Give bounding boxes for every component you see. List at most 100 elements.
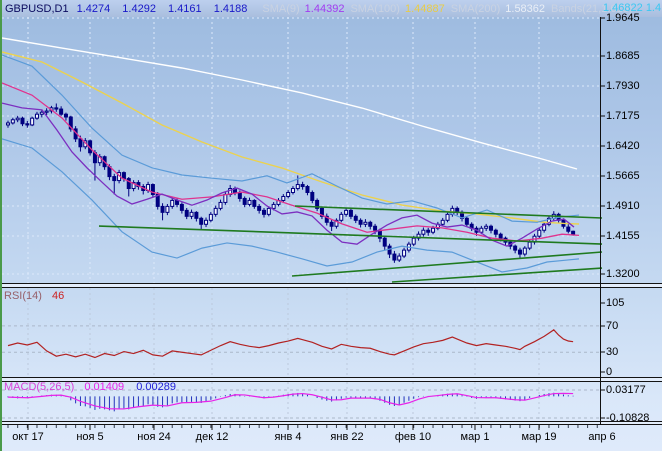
candle-body — [484, 225, 489, 229]
date-axis-label: ноя 24 — [137, 431, 171, 443]
candle-body — [208, 213, 213, 221]
candle-body — [377, 229, 382, 239]
candle-body — [566, 226, 571, 232]
macd-pane[interactable] — [2, 382, 599, 421]
candle-body — [440, 219, 445, 225]
candle-body — [517, 249, 522, 255]
candle-body — [344, 209, 349, 215]
price-axis-label: 1.5665 — [606, 170, 640, 182]
candle-body — [513, 245, 518, 251]
candle-body — [54, 107, 59, 110]
candle-body — [310, 191, 315, 201]
candle-body — [25, 123, 30, 126]
candle-body — [353, 215, 358, 221]
candle-body — [426, 229, 431, 233]
date-axis-label: окт 17 — [12, 431, 44, 443]
indicator-name: Bands(21,1.618) — [551, 2, 633, 15]
macd-legend: MACD(5,26,5) 0.01409 0.00289 — [4, 381, 176, 393]
rsi-value: 46 — [51, 290, 65, 302]
date-axis-label: мар 1 — [460, 431, 490, 443]
sma200-line — [2, 37, 578, 170]
candle-body — [160, 205, 165, 213]
candle-body — [184, 209, 189, 217]
price-axis-label: 1.4910 — [606, 200, 640, 212]
date-axis-label: мар 19 — [521, 431, 557, 443]
rsi-legend: RSI(14) 46 — [4, 290, 64, 302]
candle-body — [30, 117, 35, 126]
symbol-period-label: GBPUSD,D1 — [5, 2, 69, 15]
rsi-axis-label: 70 — [606, 320, 619, 332]
macd-axis-label: 0.03177 — [606, 384, 646, 396]
candle-body — [339, 213, 344, 221]
price-axis-label: 1.7930 — [606, 80, 640, 92]
pane-separator — [2, 377, 662, 382]
price-axis[interactable] — [2, 0, 662, 425]
candle-body — [402, 249, 407, 257]
price-axis-label: 1.3200 — [606, 268, 640, 280]
candle-body — [242, 197, 247, 205]
quote-header-bar: GBPUSD,D1 1.4274 1.4292 1.4161 1.4188 SM… — [2, 0, 662, 17]
candle-body — [78, 138, 83, 148]
candle-body — [363, 221, 368, 225]
candle-body — [498, 233, 503, 239]
candle-body — [542, 223, 547, 231]
candle-body — [121, 172, 126, 180]
candle-body — [266, 207, 271, 215]
rsi-pane[interactable] — [2, 288, 599, 377]
close-value: 1.4188 — [213, 2, 248, 15]
candle-body — [431, 227, 436, 233]
candle-body — [39, 111, 44, 115]
date-axis-label: янв 4 — [274, 431, 302, 443]
price-axis-label: 1.6420 — [606, 140, 640, 152]
candle-body — [237, 191, 242, 199]
indicator-name: SMA(9) — [262, 2, 300, 15]
date-axis[interactable] — [7, 13, 598, 431]
candle-body — [295, 184, 300, 190]
trendline-support-long — [291, 251, 603, 277]
candle-body — [281, 195, 286, 201]
trendline-support-lower — [391, 267, 603, 283]
candle-body — [392, 253, 397, 261]
date-axis-label: дек 12 — [195, 431, 229, 443]
date-axis-label: ноя 5 — [76, 431, 104, 443]
indicator-legend-item: SMA(9) 1.44392 — [262, 3, 344, 15]
candle-body — [257, 205, 262, 211]
candle-body — [213, 207, 218, 215]
trendline-resistance-long — [98, 225, 603, 245]
main-price-pane[interactable] — [2, 17, 603, 283]
macd-axis-label: -0.10828 — [606, 412, 650, 424]
bands-current-values: 1.46822 1.4 — [603, 2, 662, 14]
candle-body — [571, 230, 576, 236]
price-axis-label: 1.7175 — [606, 110, 640, 122]
candle-body — [348, 209, 353, 217]
candle-body — [170, 199, 175, 207]
candle-body — [305, 186, 310, 193]
macd-label: MACD(5,26,5) — [4, 381, 75, 393]
candle-body — [334, 219, 339, 227]
indicator-value: 1.58362 — [505, 2, 546, 15]
candle-body — [315, 199, 320, 209]
candle-body — [34, 113, 39, 119]
indicator-legend: SMA(9) 1.44392 SMA(100) 1.44887 SMA(200) 1.58… — [256, 3, 632, 15]
candle-body — [199, 217, 204, 225]
indicator-name: SMA(200) — [450, 2, 501, 15]
candle-body — [527, 241, 532, 249]
rsi-axis-label: 0 — [606, 366, 613, 378]
rsi-axis-label: 30 — [606, 346, 619, 358]
candle-body — [131, 182, 136, 190]
candle-body — [286, 191, 291, 197]
sma100-line — [2, 51, 580, 225]
candle-body — [63, 113, 68, 118]
indicator-legend-item: SMA(200) 1.58362 — [451, 3, 545, 15]
candle-body — [397, 255, 402, 261]
candle-body — [261, 209, 266, 215]
date-axis-label: апр 6 — [588, 431, 616, 443]
candle-body — [319, 207, 324, 217]
candle-body — [358, 219, 363, 225]
candle-body — [165, 205, 170, 213]
candle-body — [329, 221, 334, 227]
candle-body — [15, 117, 20, 121]
band-mid-line — [2, 82, 580, 242]
